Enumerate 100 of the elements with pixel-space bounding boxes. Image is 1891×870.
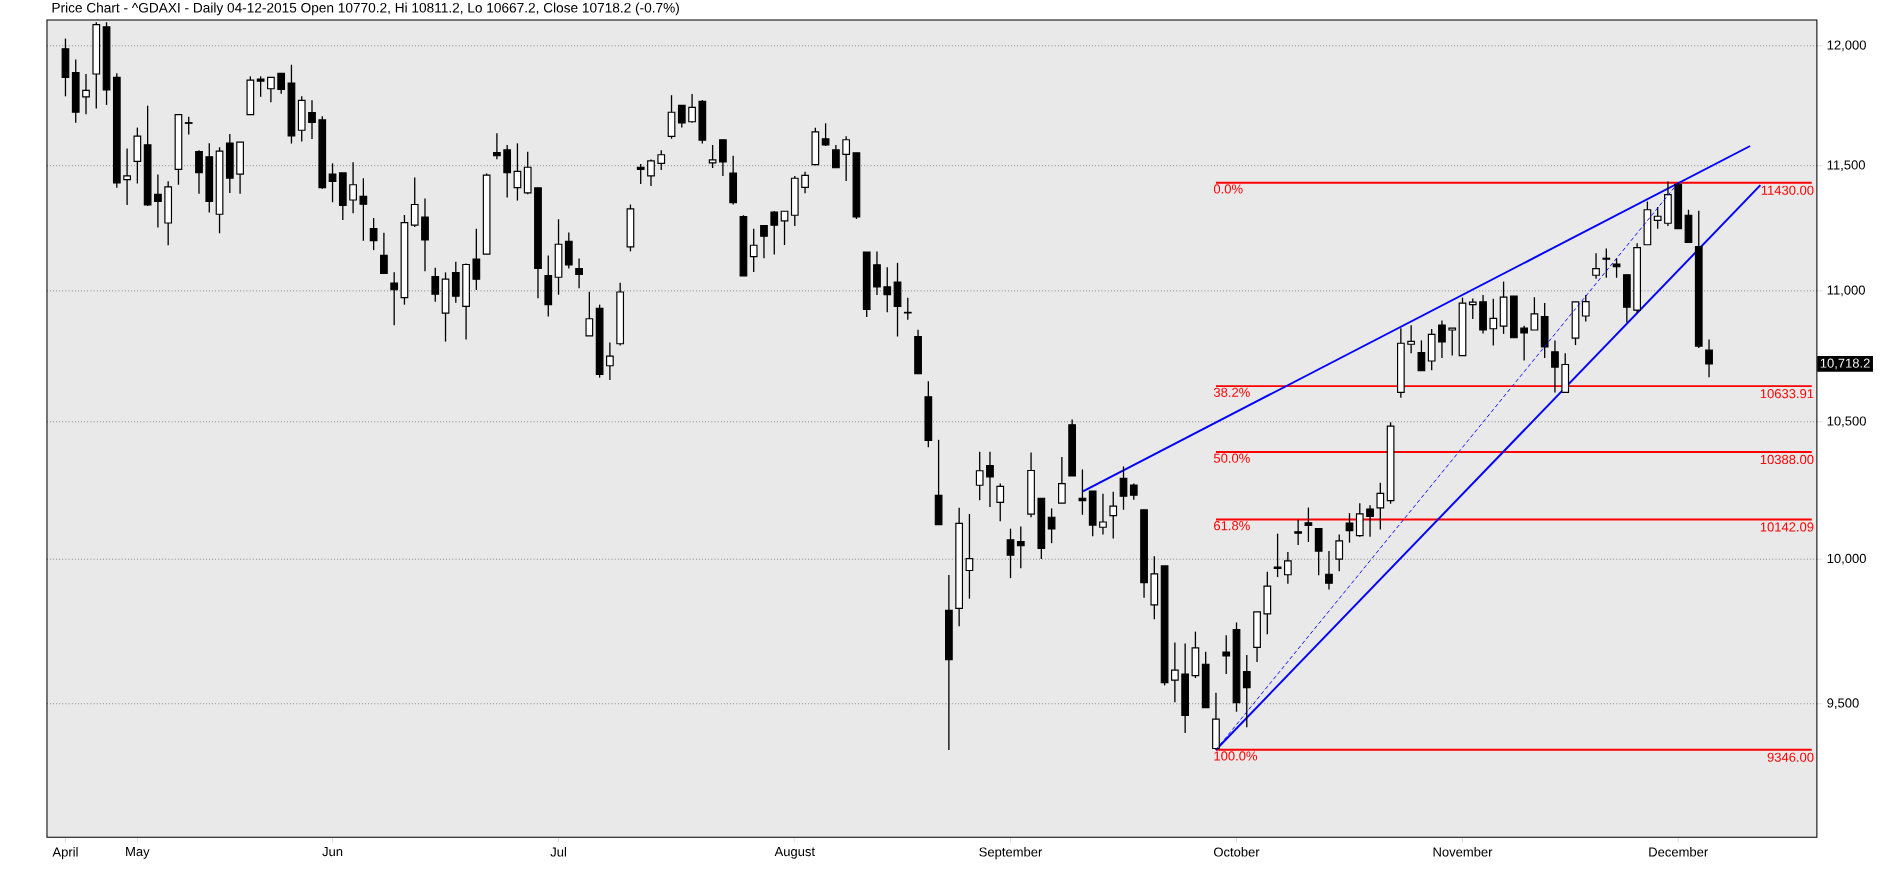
candlestick bbox=[1489, 298, 1498, 347]
candlestick bbox=[842, 135, 851, 182]
candlestick bbox=[1325, 550, 1333, 591]
candlestick bbox=[1551, 339, 1559, 394]
x-tick-label: December bbox=[1649, 847, 1708, 857]
text: 10,718.2 bbox=[1820, 358, 1870, 370]
candlestick bbox=[410, 177, 419, 228]
candlestick bbox=[1376, 482, 1385, 531]
candlestick bbox=[1581, 294, 1590, 323]
y-tick-label: 10,500 bbox=[1827, 416, 1866, 428]
candlestick bbox=[657, 149, 666, 171]
x-tick-label: November bbox=[1433, 847, 1493, 857]
x-tick-label: Jun bbox=[322, 847, 343, 857]
annotation: 10633.91 bbox=[1760, 389, 1814, 399]
y-tick-label: 9,500 bbox=[1827, 698, 1859, 710]
candlestick bbox=[1407, 324, 1416, 354]
annotation: 11430.00 bbox=[1761, 185, 1814, 195]
candlestick bbox=[647, 158, 655, 187]
candlestick bbox=[1119, 465, 1128, 511]
candlestick bbox=[1653, 206, 1662, 230]
candlestick bbox=[1366, 504, 1374, 538]
candlestick bbox=[267, 76, 275, 104]
candlestick bbox=[503, 144, 512, 199]
candlestick bbox=[903, 297, 912, 321]
candlestick bbox=[380, 232, 388, 275]
candlestick bbox=[1705, 339, 1713, 378]
annotation: 9346.00 bbox=[1767, 752, 1814, 762]
candlestick bbox=[564, 231, 573, 270]
annotation: 10142.09 bbox=[1760, 522, 1814, 532]
candlestick bbox=[1314, 528, 1323, 577]
series-label: 0.0% bbox=[1213, 184, 1243, 194]
candlestick bbox=[195, 149, 203, 195]
candlestick bbox=[965, 513, 974, 600]
candlestick bbox=[606, 341, 614, 381]
x-tick-label: September bbox=[979, 847, 1043, 860]
candlestick bbox=[390, 271, 399, 327]
candlestick bbox=[1438, 319, 1446, 359]
candlestick bbox=[1602, 248, 1611, 279]
candlestick bbox=[256, 75, 265, 98]
y-tick-label: 11,500 bbox=[1827, 160, 1865, 172]
candlestick bbox=[1520, 325, 1529, 362]
candlestick bbox=[1078, 468, 1087, 516]
candlestick bbox=[1099, 493, 1107, 536]
candlestick bbox=[677, 104, 686, 129]
series-label: 61.8% bbox=[1214, 521, 1250, 531]
candlestick bbox=[1530, 296, 1539, 331]
x-tick-label: May bbox=[126, 847, 150, 859]
candlestick bbox=[585, 291, 594, 337]
x-tick-label: October bbox=[1213, 847, 1260, 857]
candlestick bbox=[349, 161, 357, 214]
candlestick bbox=[1047, 507, 1056, 544]
candlestick bbox=[1058, 456, 1066, 504]
annotation: 10388.00 bbox=[1760, 454, 1814, 465]
candlestick bbox=[832, 144, 840, 169]
candlestick bbox=[1468, 297, 1477, 320]
candlestick bbox=[1016, 525, 1025, 569]
candlestick bbox=[996, 482, 1005, 522]
y-tick-label: 11,000 bbox=[1827, 285, 1865, 297]
candlestick bbox=[780, 210, 789, 246]
candlestick bbox=[636, 163, 645, 185]
candlestick bbox=[1294, 519, 1303, 546]
candlestick bbox=[770, 210, 779, 256]
candlestick bbox=[277, 72, 286, 95]
candlestick bbox=[1222, 634, 1231, 675]
series-label: 100.0% bbox=[1214, 751, 1258, 761]
candlestick bbox=[431, 267, 440, 303]
candlestick bbox=[1592, 252, 1600, 280]
candlestick bbox=[451, 261, 460, 304]
y-tick-label: 12,000 bbox=[1827, 40, 1866, 52]
candlestick bbox=[123, 147, 131, 206]
candlestick bbox=[1345, 512, 1354, 544]
candlestick bbox=[1283, 551, 1292, 585]
candlestick bbox=[1355, 502, 1364, 538]
candlestick bbox=[873, 251, 881, 296]
candlestick bbox=[760, 225, 768, 259]
candlestick bbox=[154, 174, 162, 229]
candlestick bbox=[359, 177, 368, 242]
candlestick bbox=[1612, 257, 1621, 279]
candlestick bbox=[986, 451, 994, 508]
x-tick-label: Jul bbox=[550, 847, 566, 857]
candlestick bbox=[708, 144, 717, 169]
series-label: 38.2% bbox=[1213, 387, 1250, 398]
y-tick-label: 10,000 bbox=[1827, 553, 1866, 565]
candlestick bbox=[369, 217, 378, 251]
candlestick bbox=[883, 266, 892, 313]
candlestick bbox=[472, 228, 481, 291]
series-label: 50.0% bbox=[1213, 453, 1250, 463]
candlestick bbox=[749, 228, 758, 273]
candlestick bbox=[1171, 641, 1179, 703]
candlestick bbox=[1417, 339, 1426, 372]
candlestick bbox=[1006, 528, 1015, 579]
candlestick bbox=[1335, 533, 1344, 573]
candlestick bbox=[801, 171, 809, 195]
x-tick-label: August bbox=[774, 847, 815, 859]
candlestick bbox=[421, 198, 429, 273]
chart-title: Price Chart - ^GDAXI - Daily 04-12-2015 Open 10770.2, Hi 10811.2, Lo 10667.2, Close 10718.2 (-0.7%) bbox=[52, 2, 679, 16]
candlestick bbox=[975, 451, 984, 501]
candlestick bbox=[308, 99, 316, 140]
candlestick bbox=[1304, 506, 1313, 543]
candlestick bbox=[328, 162, 337, 203]
